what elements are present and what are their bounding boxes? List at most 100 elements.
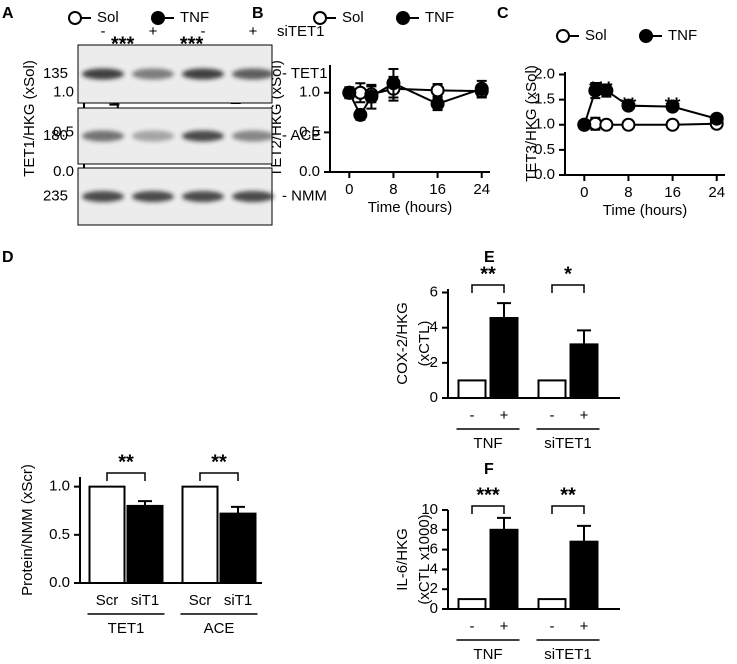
y-tick-label: 1.5 — [534, 91, 555, 108]
bar — [219, 512, 257, 584]
marker — [621, 98, 636, 113]
band-label: - ACE — [282, 127, 321, 144]
lane-label: - — [201, 23, 206, 40]
y-tick-label: 0.5 — [53, 123, 74, 140]
legend-marker — [68, 11, 82, 25]
group-label: siTET1 — [544, 435, 592, 452]
legend-marker — [639, 29, 653, 43]
y-axis-title: TET1/HKG (xSol) — [21, 60, 38, 177]
panel-letter: C — [497, 5, 509, 22]
bar — [181, 485, 219, 584]
band — [82, 68, 124, 80]
y-tick-label: 2.0 — [534, 65, 555, 82]
x-tick-label: + — [500, 618, 509, 635]
legend-label: Sol — [585, 27, 607, 44]
bar — [537, 379, 567, 399]
x-tick-label: - — [550, 407, 555, 424]
x-tick-label: 24 — [473, 181, 490, 198]
legend-label: Sol — [342, 9, 364, 26]
marker — [353, 107, 368, 122]
y-tick-label: 1.0 — [299, 84, 320, 101]
marker — [364, 89, 379, 104]
legend-label: TNF — [425, 9, 454, 26]
bar — [457, 379, 487, 399]
bar — [569, 540, 599, 610]
band — [132, 68, 174, 80]
legend-marker — [151, 11, 165, 25]
band — [232, 191, 274, 202]
marker — [430, 96, 445, 111]
band — [132, 191, 174, 202]
x-tick-label: 24 — [708, 184, 725, 201]
significance-bracket — [551, 284, 585, 293]
bar — [489, 317, 519, 399]
x-tick-label: 16 — [664, 184, 681, 201]
y-tick-label: 2 — [430, 580, 438, 597]
y-axis-title: (xCTL x1000) — [416, 514, 433, 604]
y-tick-label: 1.0 — [49, 478, 70, 495]
significance-bracket — [199, 472, 239, 481]
y-axis-title: TET3/HKG (xSol) — [523, 65, 540, 182]
marker — [665, 99, 680, 114]
y-tick-label: 0.0 — [53, 163, 74, 180]
significance-bracket — [471, 284, 505, 293]
y-tick-label: 2 — [430, 354, 438, 371]
group-label: siTET1 — [544, 646, 592, 663]
x-tick-label: 0 — [345, 181, 353, 198]
group-label: TET1 — [108, 620, 145, 637]
error-bar — [577, 524, 591, 542]
bar — [569, 343, 599, 399]
group-label: ACE — [204, 620, 235, 637]
x-axis-title: Time (hours) — [603, 202, 687, 219]
x-tick-label: siT1 — [131, 592, 159, 609]
bar — [88, 485, 126, 584]
x-tick-label: Scr — [96, 592, 119, 609]
y-tick-label: 10 — [421, 501, 438, 518]
panel-letter: D — [2, 249, 14, 266]
y-tick-label: 8 — [430, 521, 438, 538]
significance: * — [564, 263, 572, 285]
significance: ** — [211, 451, 227, 473]
x-axis-title: Time (hours) — [368, 199, 452, 216]
x-tick-label: 16 — [429, 181, 446, 198]
marker — [599, 83, 614, 98]
y-tick-label: 0.5 — [534, 141, 555, 158]
y-tick-label: 1.0 — [534, 116, 555, 133]
marker — [665, 117, 680, 132]
y-axis-title: Protein/NMM (xScr) — [19, 464, 36, 596]
panel-letter: E — [484, 249, 495, 266]
marker — [430, 83, 445, 98]
y-tick-label: 0.0 — [49, 574, 70, 591]
band — [82, 130, 124, 142]
y-tick-label: 0 — [430, 389, 438, 406]
treatment-label: siTET1 — [277, 23, 325, 40]
marker — [474, 81, 489, 96]
y-tick-label: 0.0 — [299, 163, 320, 180]
x-tick-label: - — [470, 407, 475, 424]
band — [132, 130, 174, 142]
molecular-weight: 180 — [43, 127, 68, 144]
molecular-weight: 135 — [43, 65, 68, 82]
x-tick-label: siT1 — [224, 592, 252, 609]
band — [82, 191, 124, 202]
error-bar — [497, 302, 511, 319]
x-tick-label: - — [550, 618, 555, 635]
x-tick-label: - — [470, 618, 475, 635]
molecular-weight: 235 — [43, 187, 68, 204]
band — [232, 68, 274, 80]
y-axis-title: IL-6/HKG — [394, 528, 411, 591]
lane-label: + — [249, 23, 258, 40]
marker — [621, 117, 636, 132]
marker — [599, 117, 614, 132]
legend-label: Sol — [97, 9, 119, 26]
x-tick-label: + — [500, 407, 509, 424]
marker — [709, 111, 724, 126]
legend-marker — [396, 11, 410, 25]
x-tick-label: Scr — [189, 592, 212, 609]
legend-label: TNF — [180, 9, 209, 26]
bar — [126, 504, 164, 584]
significance: ** — [480, 263, 496, 285]
significance-bracket — [471, 505, 505, 514]
band-label: - TET1 — [282, 65, 328, 82]
